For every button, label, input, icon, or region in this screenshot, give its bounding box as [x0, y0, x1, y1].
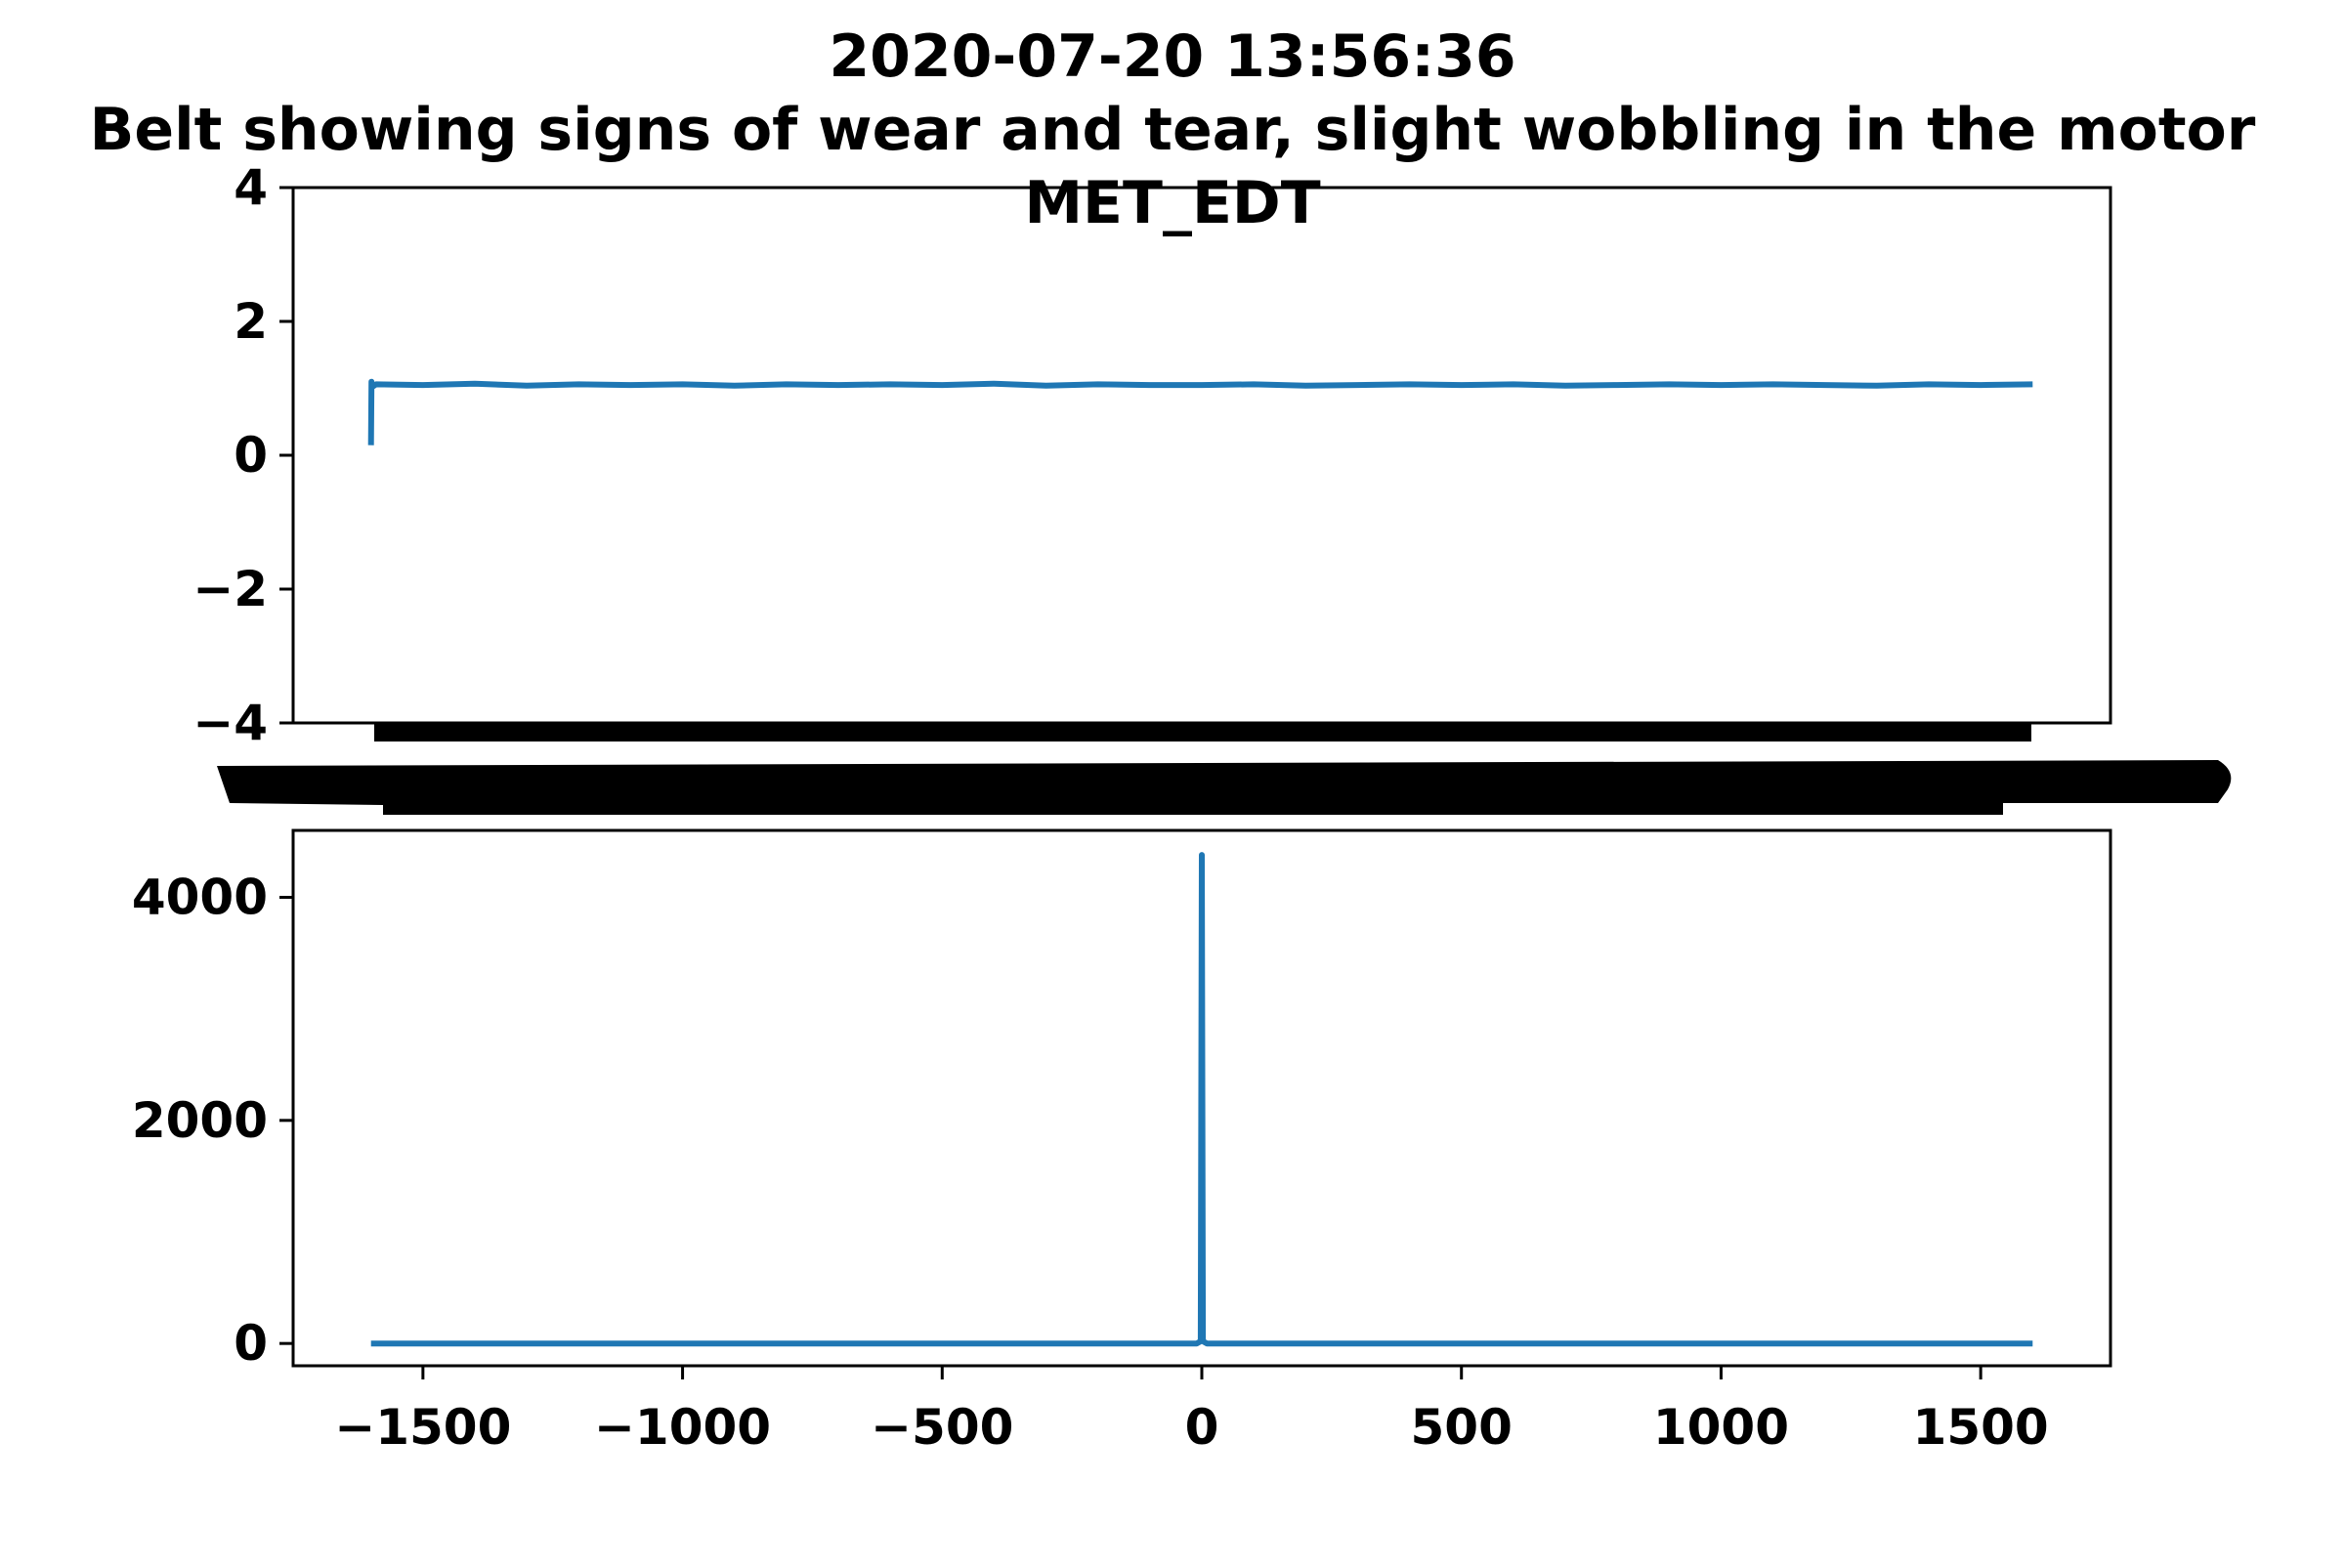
y-tick-label: 0	[234, 1315, 268, 1372]
series-line-panel-1-0	[370, 852, 2033, 1347]
chart-title-line-3: MET_EDT	[1024, 169, 1320, 237]
x-tick-label: 0	[1185, 1399, 1219, 1456]
overlapping-x-tick-labels	[217, 723, 2232, 815]
y-tick-label: 4000	[132, 869, 268, 926]
y-tick-label: 2000	[132, 1092, 268, 1149]
y-tick-label: −2	[192, 561, 268, 617]
x-tick-label: −500	[871, 1399, 1013, 1456]
chart-title-line-2: Belt showing signs of wear and tear, sli…	[90, 96, 2256, 164]
bottom-plot-panel: 0 2000 4000 −1500 −1000 −500 0 500 1000 1500	[132, 828, 2112, 1456]
x-tick-label: −1500	[334, 1399, 511, 1456]
y-tick-label: −4	[192, 695, 268, 751]
y-tick-label: 4	[234, 159, 268, 216]
x-tick-label: 1500	[1913, 1399, 2049, 1456]
chart-title-line-1: 2020-07-20 13:56:36	[829, 22, 1515, 91]
overlap-tick-label-smear	[217, 760, 2232, 815]
series-line-panel-0-0	[367, 378, 2033, 445]
y-tick-label: 0	[234, 427, 268, 484]
x-tick-label: −1000	[594, 1399, 771, 1456]
x-tick-label: 500	[1411, 1399, 1513, 1456]
overlap-tick-band	[374, 723, 2031, 742]
y-tick-label: 2	[234, 293, 268, 350]
x-tick-label: 1000	[1653, 1399, 1789, 1456]
